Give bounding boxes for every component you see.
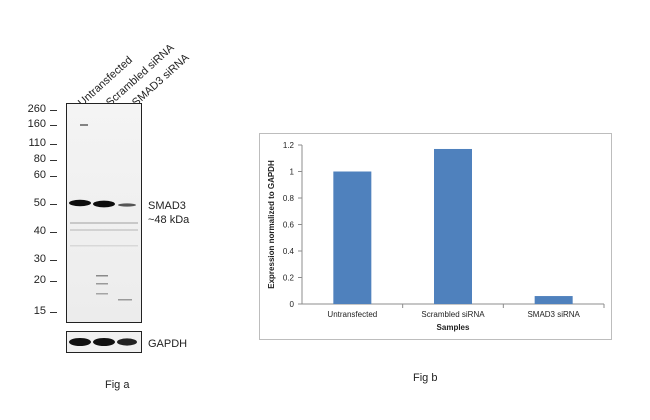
y-tick-label: 0.8 xyxy=(283,194,295,203)
band-gapdh-lane2 xyxy=(93,338,115,346)
mw-tick xyxy=(50,125,57,126)
faint-band xyxy=(96,293,108,295)
band-smad3-lane2 xyxy=(93,200,115,208)
mw-tick xyxy=(50,204,57,205)
band-smad3-lane1 xyxy=(69,199,91,207)
faint-band xyxy=(96,275,108,277)
bar xyxy=(434,148,472,304)
faint-band xyxy=(96,283,108,285)
bar xyxy=(333,171,372,304)
y-tick-label: 0.6 xyxy=(283,221,295,230)
faint-band xyxy=(70,229,138,231)
gapdh-blot-panel xyxy=(66,331,142,353)
mw-marker-15: 15 xyxy=(33,305,46,317)
mw-marker-50: 50 xyxy=(33,197,46,209)
blot-panel xyxy=(66,103,142,323)
y-tick-label: 0 xyxy=(290,300,295,309)
mw-marker-30: 30 xyxy=(33,253,46,265)
mw-tick xyxy=(50,232,57,233)
mw-marker-20: 20 xyxy=(33,274,46,286)
mw-tick xyxy=(50,176,57,177)
x-tick-label: Scrambled siRNA xyxy=(421,310,485,319)
mw-marker-40: 40 xyxy=(33,225,46,237)
band-smad3-lane3 xyxy=(118,203,136,207)
mw-tick xyxy=(50,312,57,313)
fig-a-caption: Fig a xyxy=(105,379,130,391)
mw-marker-260: 260 xyxy=(27,103,46,115)
x-tick-label: Untransfected xyxy=(327,310,377,319)
bar-chart-frame: 0 0.2 0.4 0.6 0.8 1 1.2 Untransfected Scrambled … xyxy=(259,133,612,340)
mw-tick xyxy=(50,160,57,161)
y-tick-label: 0.2 xyxy=(283,274,295,283)
blot-frame xyxy=(66,103,142,323)
mw-tick xyxy=(50,260,57,261)
mw-tick xyxy=(50,110,57,111)
fig-b-caption: Fig b xyxy=(413,372,438,384)
mw-marker-60: 60 xyxy=(33,169,46,181)
x-axis-title: Samples xyxy=(437,323,470,332)
mw-marker-110: 110 xyxy=(28,137,46,149)
target-label: SMAD3 xyxy=(148,200,186,212)
band-gapdh-lane3 xyxy=(117,338,137,346)
target-size-label: ~48 kDa xyxy=(148,214,190,226)
band-gapdh-lane1 xyxy=(69,338,91,346)
y-axis-title: Expression normalized to GAPDH xyxy=(267,160,276,289)
bar xyxy=(534,296,573,304)
faint-band xyxy=(70,245,138,247)
y-tick-label: 1.2 xyxy=(283,141,295,150)
faint-band xyxy=(118,299,132,301)
band-160-lane1 xyxy=(80,124,88,126)
mw-tick xyxy=(50,281,57,282)
mw-tick xyxy=(50,144,57,145)
mw-marker-80: 80 xyxy=(33,153,46,165)
x-tick-label: SMAD3 siRNA xyxy=(527,310,580,319)
mw-marker-160: 160 xyxy=(27,118,46,130)
y-tick-label: 0.4 xyxy=(283,247,295,256)
y-tick-label: 1 xyxy=(290,168,295,177)
loading-control-label: GAPDH xyxy=(148,338,188,350)
bar-chart: 0 0.2 0.4 0.6 0.8 1 1.2 Untransfected Scrambled … xyxy=(267,141,605,332)
faint-band xyxy=(70,222,138,224)
